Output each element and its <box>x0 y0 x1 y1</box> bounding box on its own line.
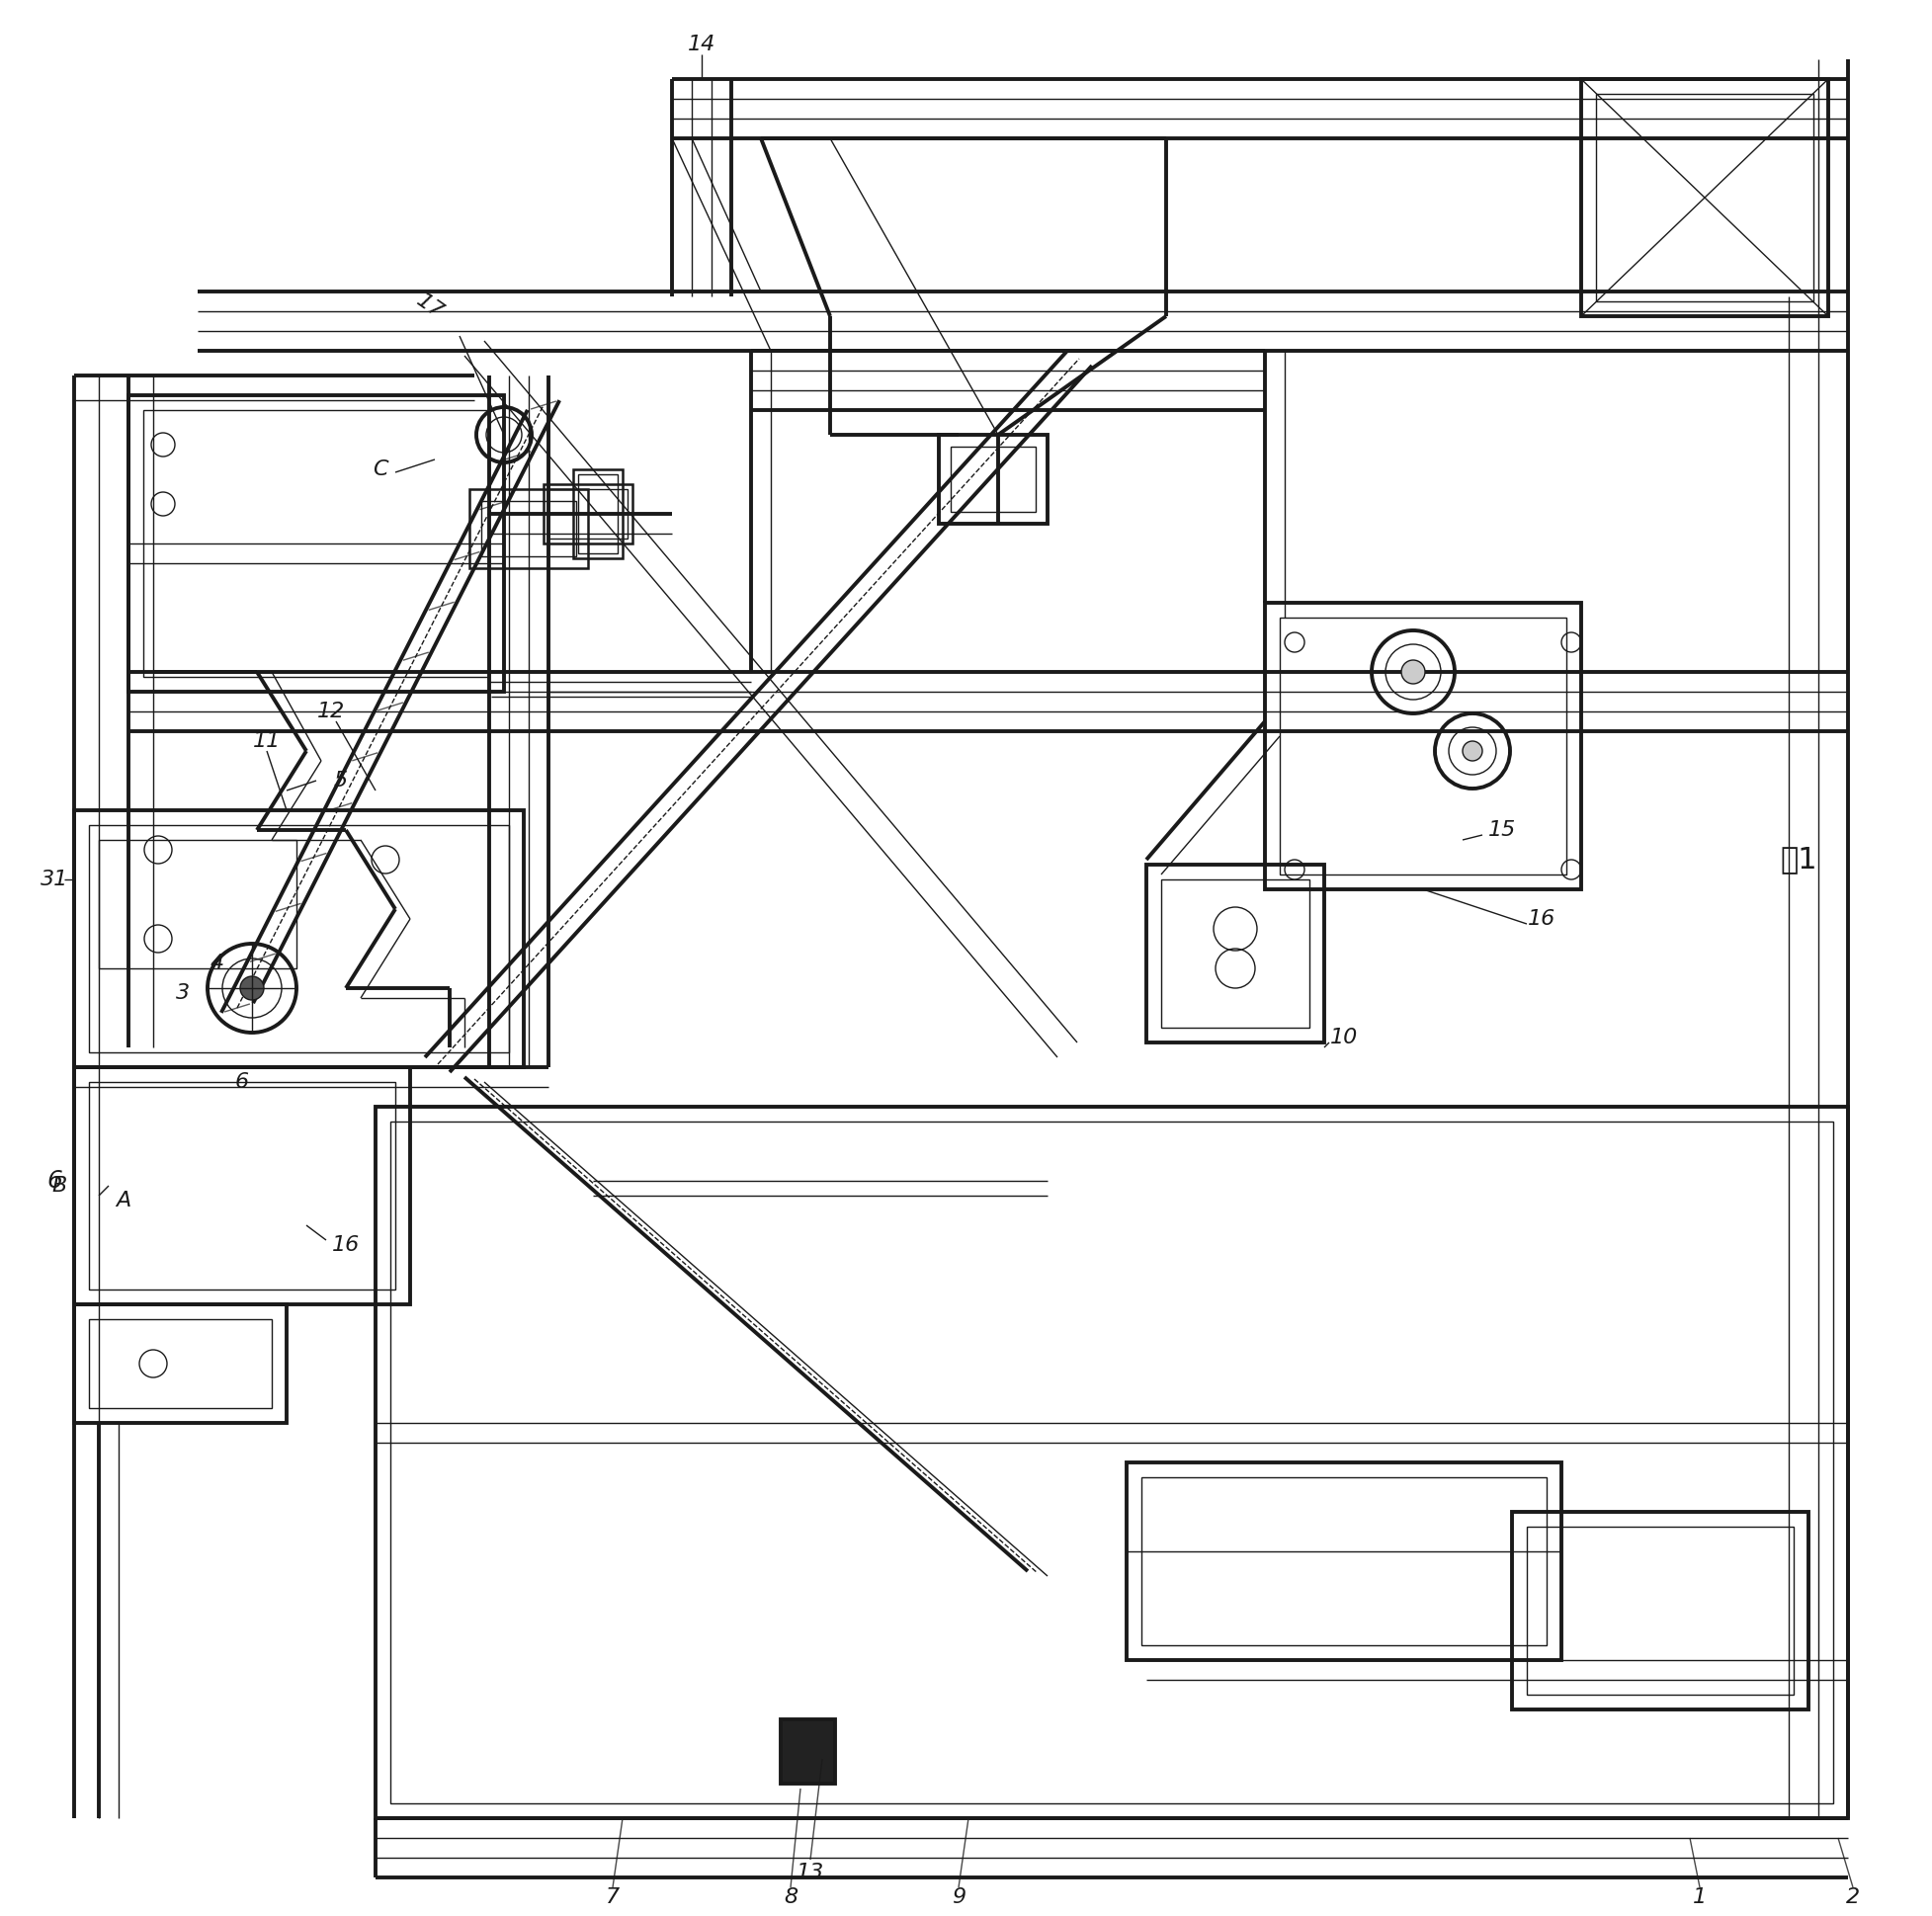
Bar <box>1596 94 1814 301</box>
Bar <box>1526 1527 1793 1694</box>
Text: 7: 7 <box>607 1887 620 1906</box>
Text: 1: 1 <box>1692 1887 1706 1906</box>
Bar <box>1161 879 1310 1027</box>
Bar <box>578 475 618 554</box>
Bar <box>128 395 504 692</box>
Text: 4: 4 <box>211 954 224 973</box>
Circle shape <box>1463 741 1482 761</box>
Bar <box>469 489 587 569</box>
Text: 13: 13 <box>796 1862 825 1882</box>
Bar <box>89 826 508 1052</box>
Text: B: B <box>52 1176 68 1196</box>
Bar <box>951 446 1036 512</box>
Text: 8: 8 <box>784 1887 798 1906</box>
Bar <box>73 1067 410 1305</box>
Bar <box>574 469 622 558</box>
Bar <box>89 1083 396 1289</box>
Text: C: C <box>373 460 388 479</box>
Circle shape <box>1401 661 1426 684</box>
Text: 9: 9 <box>952 1887 966 1906</box>
Bar <box>143 410 489 676</box>
Bar <box>390 1121 1833 1803</box>
Bar <box>543 485 632 544</box>
Bar <box>1279 617 1567 874</box>
Text: 11: 11 <box>253 732 280 751</box>
Bar <box>73 810 524 1067</box>
Bar <box>1142 1477 1548 1646</box>
Bar <box>73 1305 286 1424</box>
Bar <box>549 489 628 538</box>
Text: 图1: 图1 <box>1779 845 1818 874</box>
Text: 5: 5 <box>334 770 348 791</box>
Text: A: A <box>116 1190 131 1211</box>
Bar <box>99 839 296 968</box>
Text: 16: 16 <box>332 1236 359 1255</box>
Text: 2: 2 <box>1845 1887 1861 1906</box>
Bar <box>1126 1462 1561 1659</box>
Bar <box>781 1719 835 1784</box>
Bar <box>1265 604 1580 889</box>
Bar <box>89 1318 272 1408</box>
Bar <box>1580 79 1828 316</box>
Text: 3: 3 <box>176 983 189 1002</box>
Bar <box>1146 864 1323 1042</box>
Text: 6: 6 <box>46 1169 62 1192</box>
Text: 17: 17 <box>413 289 446 322</box>
Text: 16: 16 <box>1528 908 1555 929</box>
Text: 6: 6 <box>236 1073 249 1092</box>
Bar <box>375 1107 1849 1818</box>
Bar <box>1513 1512 1808 1709</box>
Bar <box>939 435 1047 523</box>
Circle shape <box>240 977 265 1000</box>
Text: 14: 14 <box>688 34 715 54</box>
Text: 31: 31 <box>41 870 68 889</box>
Bar <box>481 500 576 556</box>
Text: 15: 15 <box>1488 820 1517 839</box>
Text: 12: 12 <box>317 701 346 720</box>
Text: 10: 10 <box>1329 1027 1358 1048</box>
